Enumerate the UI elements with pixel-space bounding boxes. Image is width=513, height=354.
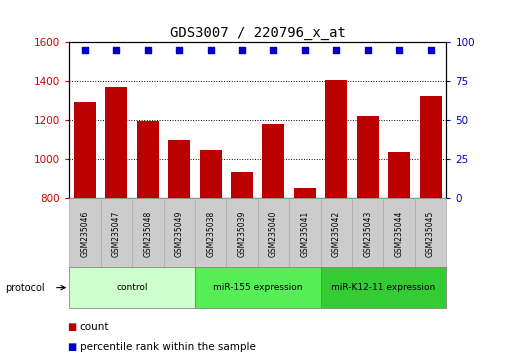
Point	[144, 47, 152, 53]
Point	[175, 47, 183, 53]
Point	[364, 47, 372, 53]
Point	[81, 47, 89, 53]
Bar	[168, 140, 190, 198]
Bar	[388, 152, 410, 198]
Text: miR-K12-11 expression: miR-K12-11 expression	[331, 283, 436, 292]
Text: ■: ■	[67, 322, 76, 332]
Bar	[231, 172, 253, 198]
Text: GSM235049: GSM235049	[175, 210, 184, 257]
Bar	[420, 96, 442, 198]
Text: GSM235047: GSM235047	[112, 210, 121, 257]
Point	[395, 47, 403, 53]
Text: GSM235040: GSM235040	[269, 210, 278, 257]
Text: GSM235048: GSM235048	[143, 211, 152, 257]
Text: GSM235046: GSM235046	[81, 210, 89, 257]
Bar	[357, 116, 379, 198]
Text: percentile rank within the sample: percentile rank within the sample	[80, 342, 255, 352]
Point	[207, 47, 215, 53]
Bar	[74, 102, 96, 198]
Point	[112, 47, 121, 53]
Point	[301, 47, 309, 53]
Text: protocol: protocol	[5, 282, 45, 293]
Text: GSM235039: GSM235039	[238, 210, 247, 257]
Point	[426, 47, 435, 53]
Bar	[325, 80, 347, 198]
Text: GSM235041: GSM235041	[301, 211, 309, 257]
Point	[332, 47, 341, 53]
Bar	[105, 87, 127, 198]
Bar	[200, 149, 222, 198]
Text: GSM235038: GSM235038	[206, 211, 215, 257]
Title: GDS3007 / 220796_x_at: GDS3007 / 220796_x_at	[170, 26, 346, 40]
Text: miR-155 expression: miR-155 expression	[213, 283, 303, 292]
Bar	[137, 121, 159, 198]
Point	[269, 47, 278, 53]
Text: ■: ■	[67, 342, 76, 352]
Text: count: count	[80, 322, 109, 332]
Text: GSM235042: GSM235042	[332, 211, 341, 257]
Text: GSM235044: GSM235044	[394, 210, 404, 257]
Text: GSM235043: GSM235043	[363, 210, 372, 257]
Bar	[263, 124, 285, 198]
Point	[238, 47, 246, 53]
Text: control: control	[116, 283, 148, 292]
Text: GSM235045: GSM235045	[426, 210, 435, 257]
Bar	[294, 188, 316, 198]
